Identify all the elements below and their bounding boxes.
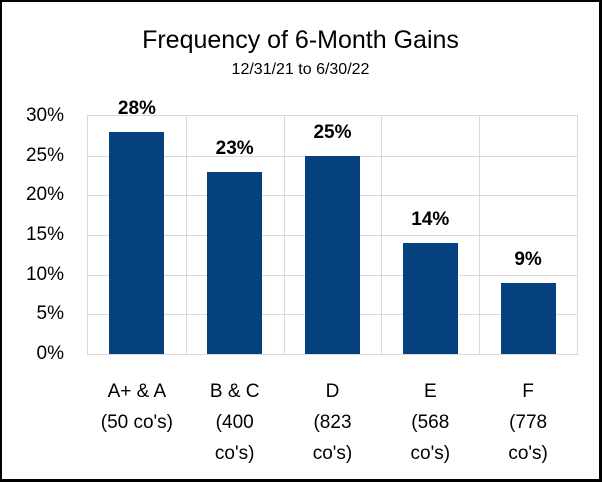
y-tick-label: 10% [25,263,64,285]
bar-F (778 co's) [500,282,556,354]
x-category-label: F (778 co's) [508,381,548,464]
v-gridline [381,116,383,354]
x-category-label: E (568 co's) [410,381,451,464]
bar-B & C (400 co's) [207,171,263,354]
v-gridline [479,116,481,354]
y-tick-label: 30% [25,105,64,126]
y-tick-label: 0% [36,343,64,364]
bar-D (823 co's) [305,155,360,354]
v-gridline [283,116,285,354]
plot-area: 28% 23% 25% 14% 9% [87,98,578,355]
y-tick-label: 15% [25,224,64,245]
bar-E (568 co's) [402,242,458,354]
chart-subtitle: 12/31/21 to 6/30/22 [231,61,370,78]
bar-A+ & A (50 co's) [109,131,165,354]
y-tick-label: 5% [36,303,64,325]
x-category-label: D (823 co's) [312,381,353,464]
bar-value-label: 14% [411,208,450,230]
x-category-label: B & C (400 co's) [209,381,260,464]
y-tick-label: 20% [25,184,64,206]
x-category-label: A+ & A (50 co's) [100,381,174,433]
bar-value-label: 9% [514,248,542,270]
bar-value-label: 28% [117,97,156,119]
v-gridline [185,116,187,354]
chart-title: Frequency of 6-Month Gains [142,26,459,54]
bar-value-label: 25% [313,121,352,143]
y-tick-label: 25% [25,144,64,166]
bar-value-label: 23% [215,137,254,159]
